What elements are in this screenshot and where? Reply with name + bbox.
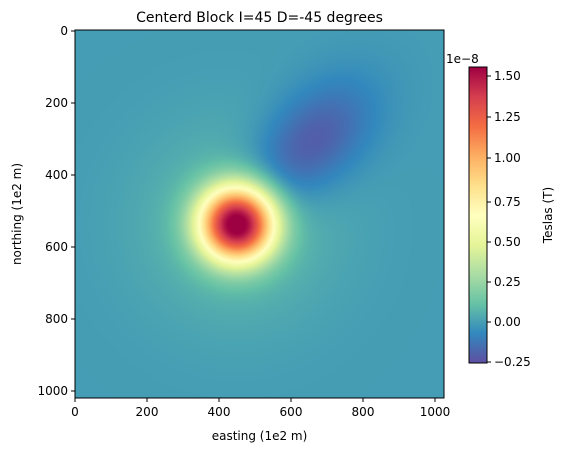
colorbar-tick: 0.50: [487, 235, 521, 249]
plot-frame: [74, 29, 445, 399]
y-tick: 400: [45, 168, 75, 182]
y-tick-label: 600: [45, 240, 68, 254]
y-tick: 200: [45, 96, 75, 110]
y-tick-label: 400: [45, 168, 68, 182]
y-tick-label: 200: [45, 96, 68, 110]
y-tick: 600: [45, 240, 75, 254]
x-axis-label: easting (1e2 m): [212, 429, 308, 443]
y-tick-label: 0: [60, 24, 68, 38]
chart-title: Centerd Block I=45 D=-45 degrees: [136, 10, 383, 26]
y-tick: 800: [45, 312, 75, 326]
x-tick-label: 200: [136, 405, 159, 419]
y-tick-label: 800: [45, 312, 68, 326]
colorbar-tick-label: 0.50: [494, 235, 521, 249]
colorbar-multiplier: 1e−8: [446, 52, 479, 66]
y-tick: 0: [60, 24, 75, 38]
colorbar-tick-label: 1.50: [494, 69, 521, 83]
colorbar-tick: 1.00: [487, 151, 521, 165]
colorbar-tick-label: 0.25: [494, 275, 521, 289]
colorbar-tick-label: −0.25: [494, 355, 531, 369]
x-tick-label: 0: [71, 405, 79, 419]
colorbar-tick: 0.75: [487, 195, 521, 209]
colorbar-tick: 1.25: [487, 110, 521, 124]
x-tick: 400: [208, 398, 231, 419]
colorbar-tick: 1.50: [487, 69, 521, 83]
colorbar-tick: −0.25: [487, 355, 531, 369]
x-tick: 800: [352, 398, 375, 419]
x-tick-label: 600: [280, 405, 303, 419]
y-tick: 1000: [37, 384, 75, 398]
colorbar: 1e−8 −0.25 0.00 0.25 0.50 0.75: [446, 52, 555, 369]
colorbar-tick-label: 0.75: [494, 195, 521, 209]
y-tick-label: 1000: [37, 384, 68, 398]
colorbar-tick: 0.00: [487, 315, 521, 329]
x-tick: 0: [71, 398, 79, 419]
colorbar-tick-label: 1.25: [494, 110, 521, 124]
colorbar-gradient: [468, 66, 488, 364]
colorbar-ticks: −0.25 0.00 0.25 0.50 0.75 1.00: [487, 69, 531, 369]
heatmap-image: [75, 30, 444, 398]
colorbar-tick: 0.25: [487, 275, 521, 289]
x-tick: 600: [280, 398, 303, 419]
y-axis-label: northing (1e2 m): [10, 163, 24, 265]
x-tick: 1000: [420, 398, 451, 419]
colorbar-tick-label: 1.00: [494, 151, 521, 165]
colorbar-label: Teslas (T): [541, 187, 555, 244]
x-axis: 0 200 400 600 800 1000: [71, 398, 450, 419]
x-tick-label: 800: [352, 405, 375, 419]
x-tick: 200: [136, 398, 159, 419]
colorbar-tick-label: 0.00: [494, 315, 521, 329]
x-tick-label: 1000: [420, 405, 451, 419]
x-tick-label: 400: [208, 405, 231, 419]
y-axis: 0 200 400 600 800 1000: [37, 24, 75, 398]
